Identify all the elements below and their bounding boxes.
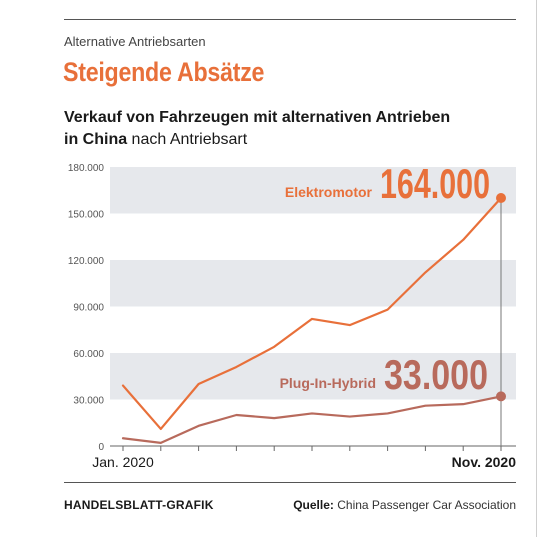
callout-hybrid: 33.000 — [384, 351, 488, 398]
y-tick-label: 120.000 — [68, 256, 105, 267]
y-tick-label: 180.000 — [68, 163, 105, 174]
electric-endpoint — [496, 193, 506, 203]
kicker: Alternative Antriebsarten — [64, 34, 206, 49]
x-label-first: Jan. 2020 — [92, 454, 154, 470]
y-tick-label: 90.000 — [73, 303, 104, 314]
source-label: Quelle: — [293, 498, 334, 512]
series-label-electric: Elektromotor — [285, 184, 373, 200]
grid-band — [110, 167, 516, 214]
chart-subtitle: Verkauf von Fahrzeugen mit alternativen … — [64, 107, 450, 151]
source-value: China Passenger Car Association — [333, 498, 516, 512]
subtitle-bold-1: Verkauf von Fahrzeugen mit alternativen … — [64, 109, 451, 126]
subtitle-rest: nach Antriebsart — [127, 131, 248, 148]
electric-line — [121, 196, 503, 431]
headline: Steigende Absätze — [63, 57, 265, 87]
subtitle-bold-2: in China — [64, 131, 128, 148]
credit: HANDELSBLATT-GRAFIK — [64, 498, 214, 512]
hybrid-endpoint — [496, 391, 506, 402]
grid-band — [110, 353, 516, 400]
source: Quelle: China Passenger Car Association — [293, 498, 516, 512]
y-tick-label: 30.000 — [73, 396, 104, 407]
graphic-frame — [536, 0, 537, 537]
x-label-last: Nov. 2020 — [452, 454, 517, 470]
y-tick-label: 150.000 — [68, 210, 105, 221]
top-rule — [64, 19, 516, 20]
grid-band — [110, 260, 516, 307]
series-label-hybrid: Plug-In-Hybrid — [280, 375, 376, 391]
y-tick-label: 60.000 — [73, 349, 104, 360]
callout-electric: 164.000 — [380, 160, 490, 207]
y-tick-label: 0 — [98, 442, 104, 453]
footer-rule — [64, 482, 516, 483]
hybrid-line — [121, 395, 503, 444]
